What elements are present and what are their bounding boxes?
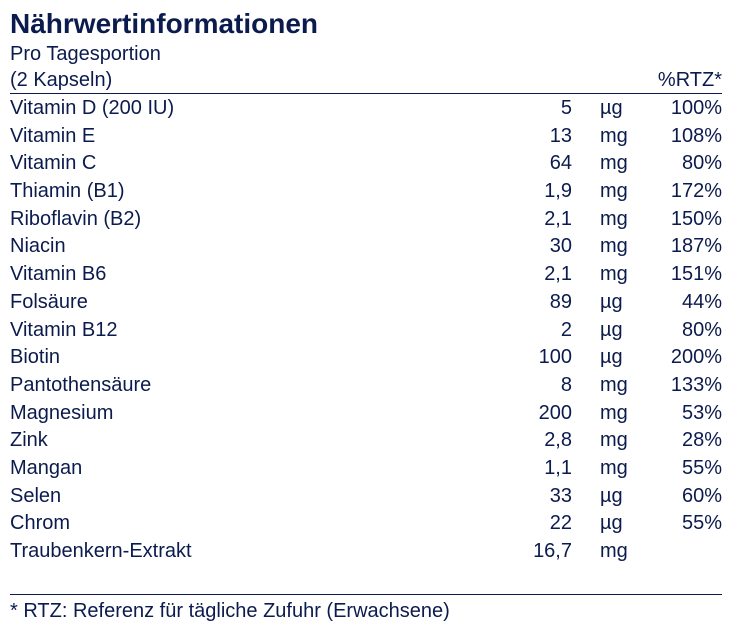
nutrient-row: Vitamin C 64 mg 80%: [0, 150, 748, 178]
nutrient-amount: 1,1: [544, 456, 572, 479]
nutrient-name: Magnesium: [10, 401, 114, 424]
nutrient-unit: mg: [600, 124, 628, 147]
nutrient-name: Vitamin B12: [10, 318, 118, 341]
nutrient-rtz-percent: 60%: [681, 484, 722, 507]
nutrient-rtz-percent: 28%: [681, 429, 722, 452]
nutrient-amount: 1,9: [544, 180, 572, 203]
serving-label: Pro Tagesportion: [10, 43, 161, 65]
nutrient-rtz-percent: 53%: [681, 401, 722, 424]
nutrient-name: Vitamin D (200 IU): [10, 97, 175, 119]
nutrient-name: Folsäure: [10, 290, 88, 313]
nutrient-amount: 2,8: [544, 429, 572, 452]
nutrient-amount: 200: [538, 401, 572, 424]
nutrient-unit: mg: [600, 235, 628, 258]
nutrient-name: Mangan: [10, 456, 83, 479]
page-title: Nährwertinformationen: [10, 8, 319, 39]
nutrient-unit: mg: [600, 429, 628, 452]
nutrient-rtz-percent: 100%: [670, 97, 722, 119]
nutrient-rtz-percent: 80%: [681, 318, 722, 341]
header-divider: [10, 93, 722, 94]
nutrient-rtz-percent: 44%: [681, 290, 722, 313]
nutrient-amount: 22: [549, 512, 572, 535]
nutrition-table: Vitamin D (200 IU) 5 µg 100% Vitamin E 1…: [0, 95, 748, 566]
nutrient-unit: µg: [600, 512, 623, 535]
nutrient-row: Riboflavin (B2) 2,1 mg 150%: [0, 206, 748, 234]
nutrient-row: Biotin 100 µg 200%: [0, 344, 748, 372]
footer-divider: [10, 594, 722, 595]
nutrient-row: Mangan 1,1 mg 55%: [0, 455, 748, 483]
nutrient-name: Thiamin (B1): [10, 180, 125, 203]
nutrient-amount: 30: [549, 235, 572, 258]
nutrient-unit: µg: [600, 346, 623, 369]
nutrient-row: Selen 33 µg 60%: [0, 483, 748, 511]
nutrient-amount: 8: [560, 373, 572, 396]
nutrient-rtz-percent: 187%: [670, 235, 722, 258]
nutrient-name: Niacin: [10, 235, 66, 258]
nutrient-name: Chrom: [10, 512, 71, 535]
nutrient-amount: 2: [560, 318, 572, 341]
nutrient-amount: 5: [560, 97, 572, 119]
nutrient-unit: mg: [600, 207, 628, 230]
rtz-column-header: %RTZ*: [657, 69, 722, 91]
nutrient-name: Pantothensäure: [10, 373, 152, 396]
nutrient-row: Vitamin B6 2,1 mg 151%: [0, 261, 748, 289]
nutrient-amount: 64: [549, 152, 572, 175]
nutrient-unit: µg: [600, 290, 623, 313]
nutrient-amount: 33: [549, 484, 572, 507]
nutrient-row: Vitamin D (200 IU) 5 µg 100%: [0, 95, 748, 123]
nutrient-amount: 2,1: [544, 263, 572, 286]
nutrient-rtz-percent: 151%: [670, 263, 722, 286]
nutrient-name: Vitamin B6: [10, 263, 107, 286]
nutrient-row: Magnesium 200 mg 53%: [0, 400, 748, 428]
nutrient-amount: 13: [549, 124, 572, 147]
footnote: * RTZ: Referenz für tägliche Zufuhr (Erw…: [10, 600, 450, 622]
nutrient-name: Vitamin E: [10, 124, 96, 147]
nutrient-unit: mg: [600, 180, 628, 203]
nutrient-rtz-percent: 200%: [670, 346, 722, 369]
nutrient-name: Selen: [10, 484, 62, 507]
nutrient-row: Chrom 22 µg 55%: [0, 510, 748, 538]
nutrient-unit: mg: [600, 540, 628, 562]
nutrient-amount: 89: [549, 290, 572, 313]
serving-size: (2 Kapseln): [10, 69, 113, 91]
nutrient-amount: 2,1: [544, 207, 572, 230]
nutrient-unit: mg: [600, 152, 628, 175]
nutrient-rtz-percent: 133%: [670, 373, 722, 396]
nutrient-rtz-percent: 172%: [670, 180, 722, 203]
nutrient-unit: mg: [600, 456, 628, 479]
nutrient-row: Vitamin B12 2 µg 80%: [0, 317, 748, 345]
nutrient-unit: mg: [600, 263, 628, 286]
nutrient-row: Folsäure 89 µg 44%: [0, 289, 748, 317]
nutrient-amount: 100: [538, 346, 572, 369]
nutrient-row: Traubenkern-Extrakt 16,7 mg: [0, 538, 748, 566]
nutrient-row: Pantothensäure 8 mg 133%: [0, 372, 748, 400]
nutrient-row: Zink 2,8 mg 28%: [0, 427, 748, 455]
nutrient-unit: µg: [600, 97, 623, 119]
nutrient-unit: mg: [600, 401, 628, 424]
nutrient-row: Niacin 30 mg 187%: [0, 233, 748, 261]
nutrient-row: Thiamin (B1) 1,9 mg 172%: [0, 178, 748, 206]
nutrient-name: Vitamin C: [10, 152, 97, 175]
nutrient-name: Biotin: [10, 346, 61, 369]
nutrient-name: Riboflavin (B2): [10, 207, 142, 230]
nutrient-unit: µg: [600, 484, 623, 507]
nutrient-rtz-percent: 150%: [670, 207, 722, 230]
nutrient-rtz-percent: 55%: [681, 456, 722, 479]
nutrient-rtz-percent: 108%: [670, 124, 722, 147]
nutrient-name: Zink: [10, 429, 48, 452]
nutrient-unit: mg: [600, 373, 628, 396]
nutrient-row: Vitamin E 13 mg 108%: [0, 123, 748, 151]
nutrient-name: Traubenkern-Extrakt: [10, 540, 192, 562]
nutrient-rtz-percent: 80%: [681, 152, 722, 175]
nutrient-unit: µg: [600, 318, 623, 341]
nutrient-rtz-percent: 55%: [681, 512, 722, 535]
nutrient-amount: 16,7: [533, 540, 572, 562]
